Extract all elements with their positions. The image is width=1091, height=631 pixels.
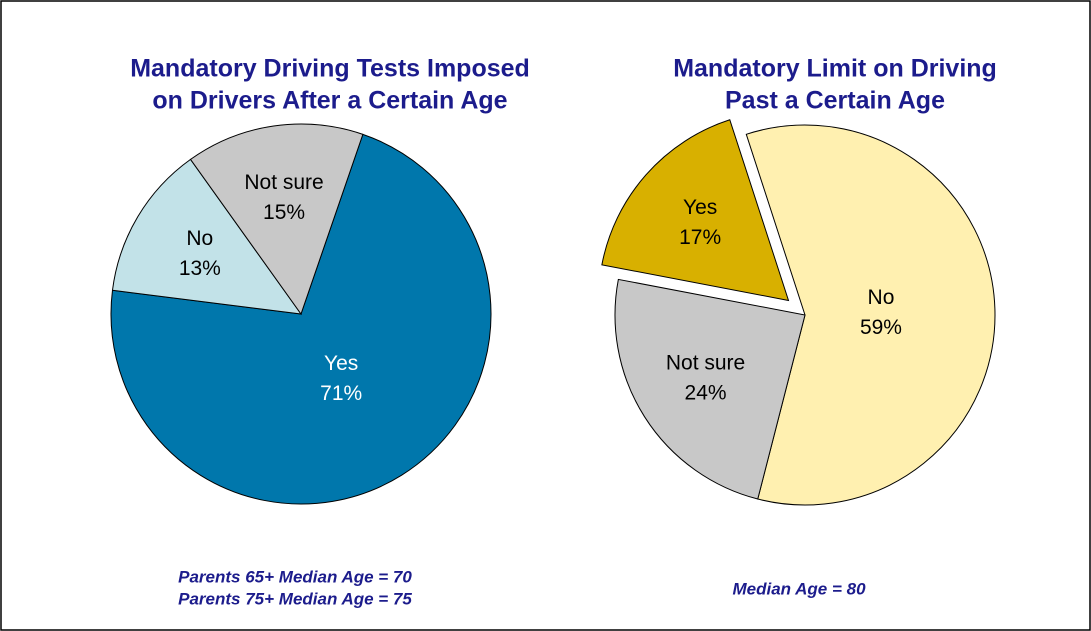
chart-title: Mandatory Driving Tests Imposed	[130, 55, 530, 83]
pie-slice	[745, 124, 996, 506]
slice-label: No	[868, 286, 895, 309]
slice-label: Yes	[683, 196, 717, 219]
slice-label: Not sure	[666, 352, 745, 375]
chart-title: Past a Certain Age	[725, 87, 945, 115]
pie-slice	[614, 278, 806, 500]
chart-title: on Drivers After a Certain Age	[152, 87, 507, 115]
slice-value: 59%	[860, 316, 902, 339]
slice-label: Yes	[324, 352, 358, 375]
slice-value: 71%	[320, 382, 362, 405]
slice-value: 17%	[679, 226, 721, 249]
annotation: Parents 75+ Median Age = 75	[178, 589, 412, 608]
chart-title: Mandatory Limit on Driving	[673, 55, 997, 83]
pie-slice	[111, 158, 303, 315]
pie-slice	[601, 119, 790, 302]
annotation: Median Age = 80	[732, 579, 866, 598]
slice-value: 24%	[685, 382, 727, 405]
pie-slice	[189, 123, 364, 316]
pie-slice	[110, 133, 492, 505]
slice-value: 15%	[263, 201, 305, 224]
slice-value: 13%	[179, 257, 221, 280]
slice-label: No	[186, 227, 213, 250]
slice-label: Not sure	[244, 171, 323, 194]
annotation: Parents 65+ Median Age = 70	[178, 567, 412, 586]
